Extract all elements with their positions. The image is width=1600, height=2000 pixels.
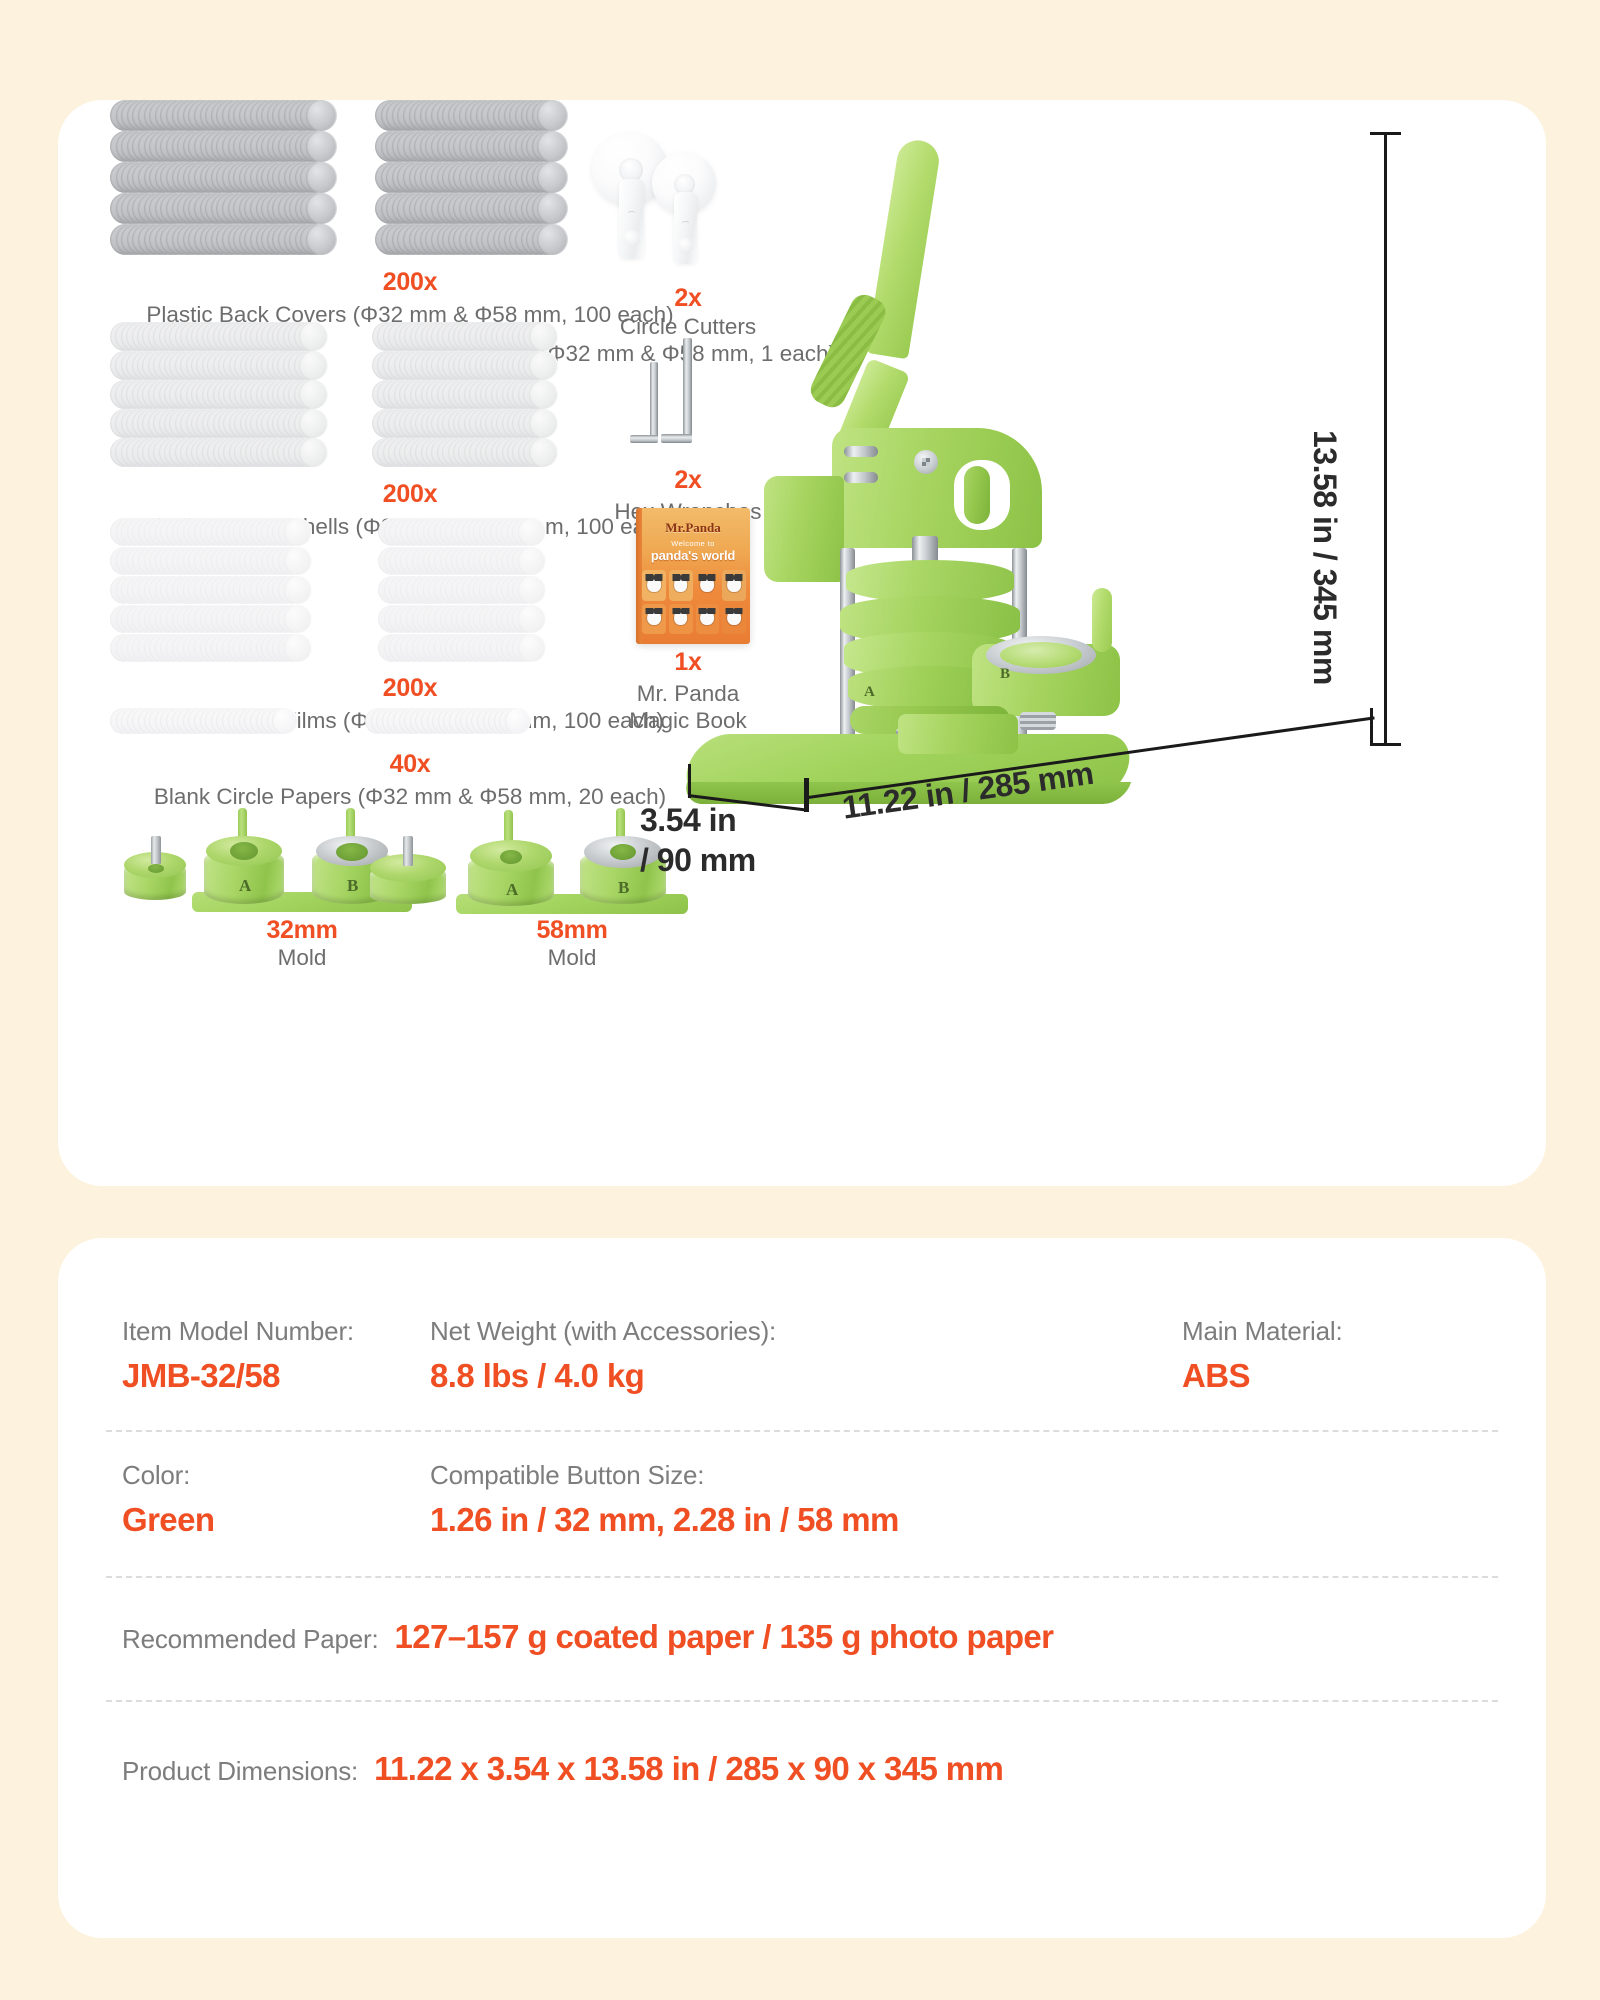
spec-label-dimensions: Product Dimensions: [122,1756,359,1786]
spec-net-weight: Net Weight (with Accessories): 8.8 lbs /… [430,1316,776,1395]
mold-32-label-a: A [239,876,252,895]
depth-dim-text-line1: 3.54 in [640,802,737,838]
plastic-back-covers-image [110,100,710,258]
spec-label-paper: Recommended Paper: [122,1624,379,1654]
disc [299,322,328,351]
mold-32-label-b: B [347,876,359,895]
plastic-back-covers-qty: 200x [382,268,438,296]
height-dim-tick-bottom [1370,743,1401,746]
mold-58-label-b: B [618,878,630,897]
blank-circle-papers-desc: Blank Circle Papers (Φ32 mm & Φ58 mm, 20… [153,784,667,809]
disc [299,351,328,380]
press-mold-a-label: A [864,684,875,700]
height-dim-text: 13.58 in / 345 mm [1307,430,1343,685]
disc [272,708,299,734]
spec-item-model-number: Item Model Number: JMB-32/58 [122,1316,354,1395]
press-mold-b-label: B [1000,666,1011,682]
disc [518,576,546,604]
disc [518,547,546,575]
disc [299,438,328,467]
spec-value-model: JMB-32/58 [122,1357,280,1394]
press-right-mold-inner [1000,642,1082,668]
spec-divider-3 [106,1700,1498,1702]
disc [283,547,312,575]
mold-58-label-a: A [506,880,519,899]
spec-color: Color: Green [122,1460,215,1539]
spec-value-color: Green [122,1501,215,1538]
disc [306,100,337,131]
disc [528,322,558,351]
disc [518,605,546,633]
depth-dim-text-line2: / 90 mm [640,842,756,878]
spec-value-dimensions: 11.22 x 3.54 x 13.58 in / 285 x 90 x 345… [374,1750,1004,1787]
spec-value-paper: 127–157 g coated paper / 135 g photo pap… [394,1618,1054,1655]
button-maker-press-image: A B [668,128,1188,888]
mold-58-size: 58mm [536,916,608,944]
blank-circle-papers-qty: 40x [389,750,431,778]
width-dim-tick-right [1370,708,1373,746]
disc [528,438,558,467]
disc [306,224,337,255]
mold-32-label: Mold [277,945,327,970]
transparent-films-image [110,518,710,666]
disc [306,131,337,162]
spec-divider-1 [106,1430,1498,1432]
disc [283,576,312,604]
press-right-spring [1020,712,1056,730]
disc [518,518,546,546]
disc [299,409,328,438]
press-head-inner-grip [964,466,990,524]
mold-58-label: Mold [547,945,597,970]
disc [537,224,569,255]
disc [505,708,531,734]
press-left-wing [764,476,844,582]
spec-label-color: Color: [122,1460,191,1490]
disc [306,162,337,193]
disc [537,100,569,131]
spec-divider-2 [106,1576,1498,1578]
disc [528,351,558,380]
press-hinge-bolt-2 [844,472,878,483]
disc [528,409,558,438]
disc [299,380,328,409]
spec-compatible-button-size: Compatible Button Size: 1.26 in / 32 mm,… [430,1460,899,1539]
disc [518,634,546,662]
accessories-card: 200x Plastic Back Covers (Φ32 mm & Φ58 m… [58,100,1546,1186]
disc [537,162,569,193]
press-pivot-cross [922,458,930,466]
tinplate-front-shells-qty: 200x [382,480,438,508]
spec-label-model: Item Model Number: [122,1316,354,1346]
disc [283,605,312,633]
spec-value-weight: 8.8 lbs / 4.0 kg [430,1357,645,1394]
spec-label-material: Main Material: [1182,1316,1343,1346]
spec-label-weight: Net Weight (with Accessories): [430,1316,777,1346]
press-column-foot [898,714,1018,754]
disc [306,193,337,224]
accessory-plastic-back-covers: 200x Plastic Back Covers (Φ32 mm & Φ58 m… [110,100,710,328]
spec-recommended-paper: Recommended Paper: 127–157 g coated pape… [122,1618,1054,1656]
spec-label-button-size: Compatible Button Size: [430,1460,705,1490]
disc [537,193,569,224]
disc [283,518,312,546]
height-dim-line [1384,132,1387,746]
spec-value-material: ABS [1182,1357,1250,1394]
depth-dim-tick-left [688,764,691,798]
press-hinge-bolt-1 [844,446,878,457]
spec-product-dimensions: Product Dimensions: 11.22 x 3.54 x 13.58… [122,1750,1004,1788]
tinplate-front-shells-image [110,322,710,472]
spec-value-button-size: 1.26 in / 32 mm, 2.28 in / 58 mm [430,1501,899,1538]
disc [283,634,312,662]
height-dim-tick-top [1370,132,1401,135]
press-right-stub-handle [1092,588,1112,652]
specs-card: Item Model Number: JMB-32/58 Net Weight … [58,1238,1546,1938]
disc [528,380,558,409]
disc [537,131,569,162]
spec-main-material: Main Material: ABS [1182,1316,1343,1395]
